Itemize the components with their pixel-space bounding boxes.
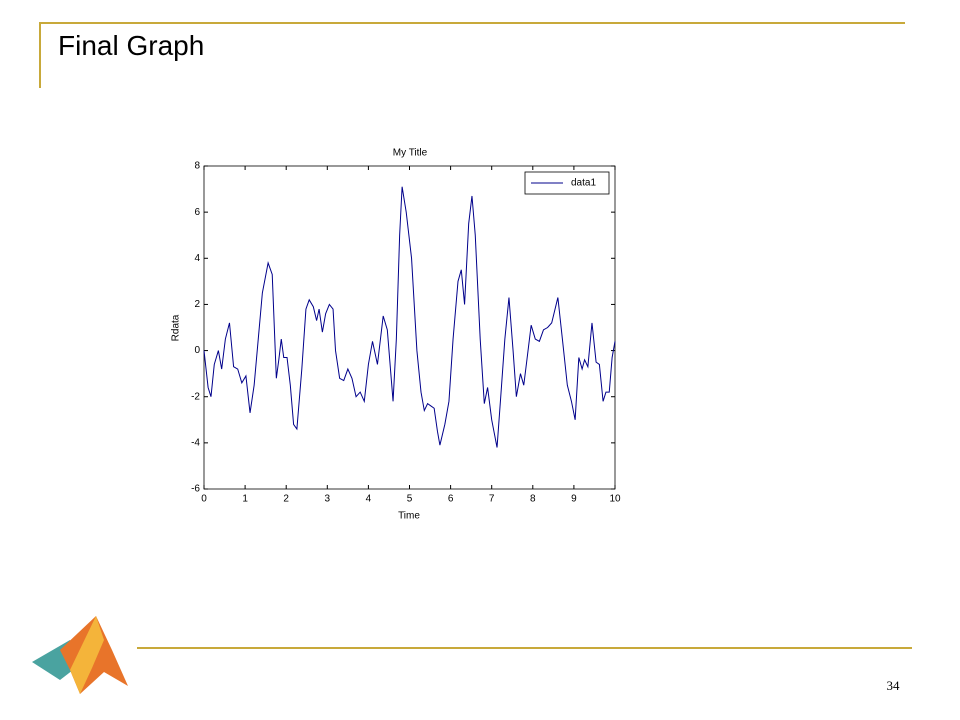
x-tick-label: 0	[201, 494, 207, 505]
x-tick-label: 6	[448, 494, 454, 505]
x-axis-label: Time	[398, 511, 420, 522]
plot-area	[203, 165, 616, 490]
y-tick-label: -4	[191, 437, 200, 448]
x-tick-label: 9	[571, 494, 577, 505]
x-tick-label: 4	[366, 494, 372, 505]
x-tick-label: 3	[325, 494, 331, 505]
y-tick-label: 0	[194, 345, 200, 356]
matlab-logo	[32, 616, 128, 694]
slide-title: Final Graph	[58, 30, 204, 61]
chart-title: My Title	[393, 148, 428, 159]
y-tick-label: -6	[191, 484, 200, 495]
x-tick-label: 8	[530, 494, 536, 505]
chart: My Title Time Rdata 0 1 2 3 4 5 6 7 8 9 10 -6 -4 -2 0 2…	[171, 148, 621, 522]
y-tick-label: 8	[194, 161, 200, 172]
x-tick-label: 1	[242, 494, 248, 505]
x-tick-label: 5	[407, 494, 413, 505]
y-tick-label: 2	[194, 299, 200, 310]
y-tick-label: 4	[194, 253, 200, 264]
legend-label: data1	[571, 178, 596, 189]
y-tick-label: 6	[194, 207, 200, 218]
y-tick-label: -2	[191, 391, 200, 402]
legend-box	[524, 171, 610, 195]
x-tick-label: 2	[283, 494, 289, 505]
page-number: 34	[887, 678, 901, 693]
y-axis-label: Rdata	[171, 314, 182, 341]
x-tick-label: 10	[609, 494, 621, 505]
data-line	[203, 186, 616, 448]
x-tick-label: 7	[489, 494, 495, 505]
